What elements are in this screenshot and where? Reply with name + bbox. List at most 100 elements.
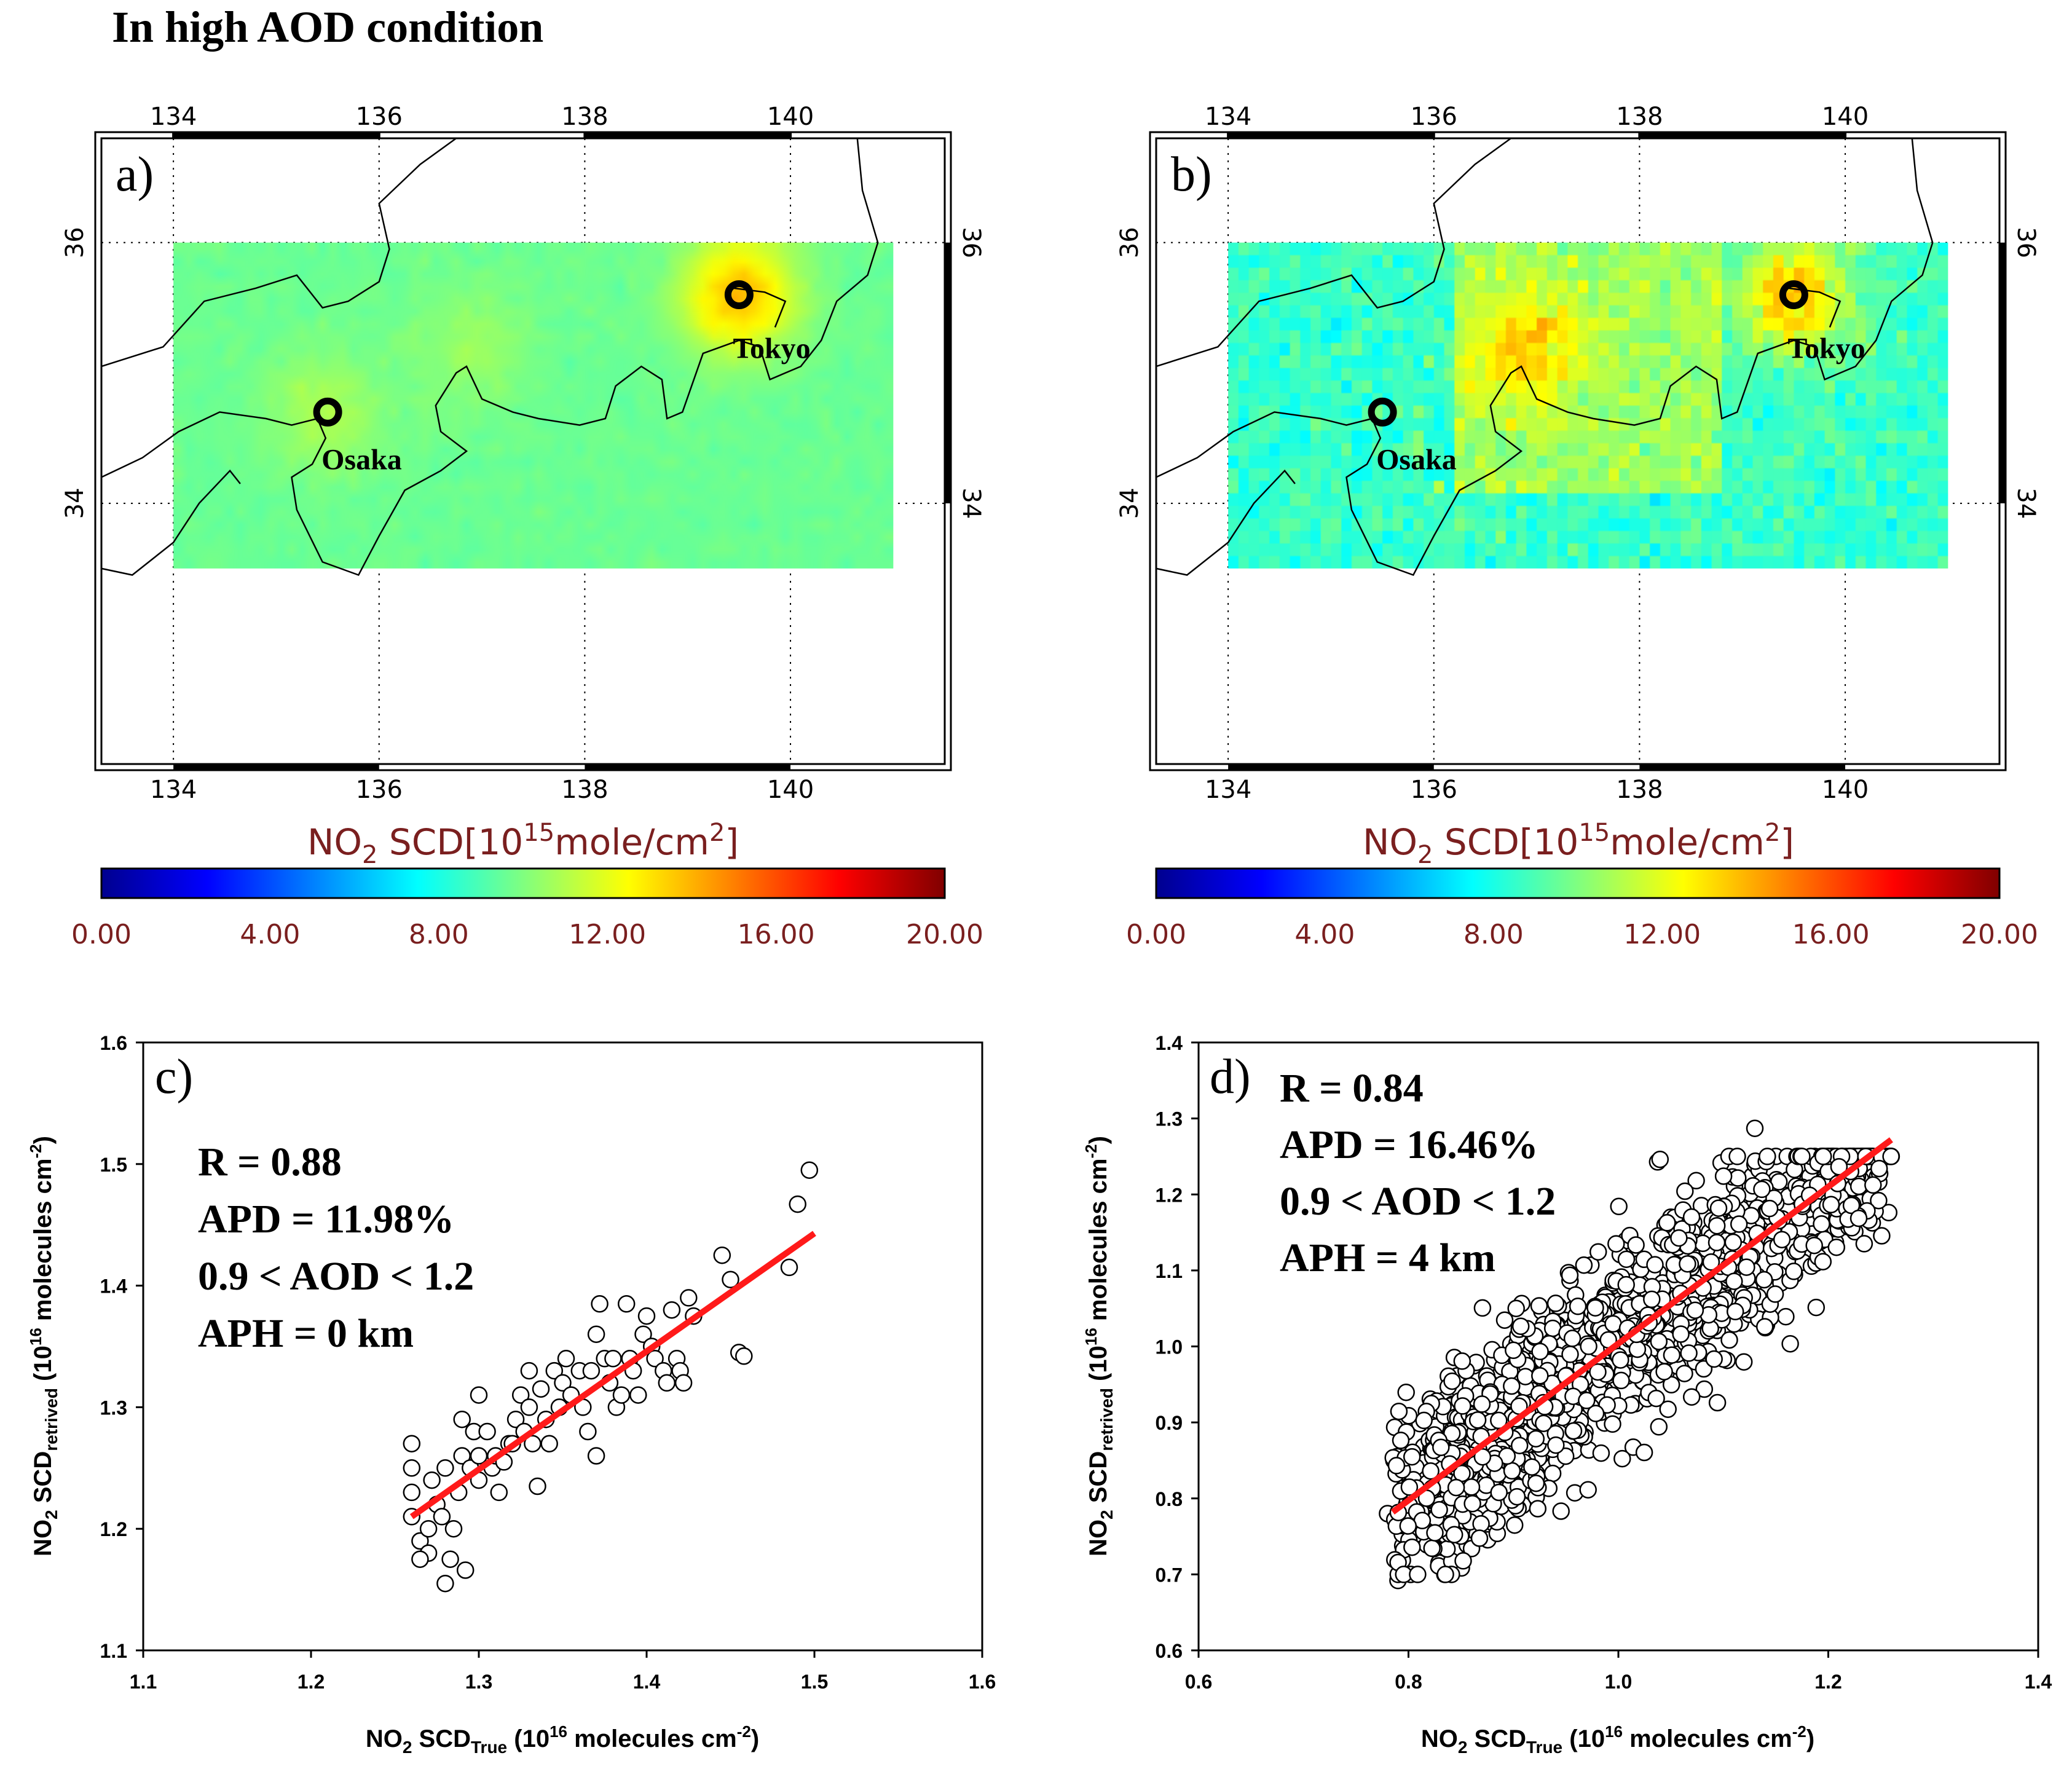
data-point xyxy=(1543,1319,1562,1338)
data-point xyxy=(1746,1119,1764,1137)
data-point xyxy=(557,1350,575,1368)
data-point xyxy=(1454,1397,1471,1415)
data-point xyxy=(1409,1566,1427,1583)
data-point xyxy=(1882,1148,1900,1165)
data-point xyxy=(1679,1255,1696,1273)
data-point xyxy=(1646,1256,1664,1274)
data-point xyxy=(1814,1253,1832,1271)
data-point xyxy=(411,1532,429,1550)
data-point xyxy=(1830,1157,1848,1176)
y-tick-label: 0.9 xyxy=(1156,1412,1183,1434)
data-point xyxy=(540,1435,558,1452)
data-point xyxy=(1454,1552,1472,1570)
scatter-panel-d: 0.6 0.8 1.0 1.2 1.4 0.6 0.7 0.8 0.9 1.0 1.1 1.2 1.3 1… xyxy=(1082,1032,2052,1757)
data-point xyxy=(1561,1346,1579,1363)
data-point xyxy=(545,1361,564,1380)
data-point xyxy=(1392,1432,1410,1449)
data-point xyxy=(1695,1380,1714,1398)
data-point xyxy=(411,1550,429,1568)
data-point xyxy=(1663,1346,1681,1364)
lat-tick-label-left: 36 xyxy=(61,227,89,258)
data-point xyxy=(1473,1448,1492,1466)
map-panel-b: 134 134 136 136 138 138 140 140 34 34 36 36 Osaka To… xyxy=(1116,103,2040,804)
border-segment xyxy=(945,242,951,503)
data-point xyxy=(1720,1331,1738,1349)
scatter-panel-c: 1.1 1.2 1.3 1.4 1.5 1.61.11.21.31.41.51.6 c) … xyxy=(26,1032,996,1757)
panel-label-d: d) xyxy=(1210,1050,1251,1104)
lon-tick-label-top: 134 xyxy=(1205,103,1251,131)
y-tick-label: 0.8 xyxy=(1156,1488,1183,1510)
data-point xyxy=(1473,1299,1492,1317)
data-point xyxy=(1628,1340,1647,1358)
data-point xyxy=(780,1258,798,1277)
data-point xyxy=(1470,1529,1489,1547)
data-point xyxy=(1569,1298,1587,1315)
data-point xyxy=(1423,1539,1441,1558)
lon-tick-label-top: 134 xyxy=(150,103,197,131)
data-point xyxy=(1589,1243,1607,1261)
data-point xyxy=(617,1295,636,1313)
border-segment xyxy=(173,132,379,138)
city-label-osaka: Osaka xyxy=(321,443,402,476)
data-point xyxy=(646,1350,664,1368)
map-a-no2-field xyxy=(173,242,894,569)
data-point xyxy=(444,1519,463,1538)
data-point xyxy=(1827,1238,1846,1256)
data-point xyxy=(1726,1302,1744,1321)
data-point xyxy=(1589,1363,1607,1381)
coastline-segment xyxy=(1156,137,1511,368)
data-point xyxy=(1793,1148,1811,1165)
data-point xyxy=(1855,1235,1873,1253)
data-point xyxy=(520,1361,538,1380)
coastline-segment xyxy=(1156,469,1296,576)
border-segment xyxy=(1639,764,1846,770)
colorbar-a-title: NO2 SCD[1015mole/cm2] xyxy=(307,819,739,869)
data-point xyxy=(1753,1180,1771,1199)
data-point xyxy=(403,1483,421,1502)
border-segment xyxy=(1228,132,1434,138)
lon-tick-label-bottom: 134 xyxy=(150,776,197,804)
data-point xyxy=(1759,1148,1776,1165)
data-point xyxy=(470,1447,488,1465)
colorbar-tick-label: 16.00 xyxy=(738,919,815,950)
data-point xyxy=(1490,1483,1508,1502)
colorbar-tick-label: 0.00 xyxy=(1126,919,1186,950)
data-point xyxy=(1604,1415,1621,1433)
data-point xyxy=(1436,1566,1454,1583)
data-point xyxy=(1738,1258,1755,1276)
x-tick-label: 0.6 xyxy=(1185,1671,1212,1693)
lon-tick-label-bottom: 136 xyxy=(1411,776,1457,804)
data-point xyxy=(1842,1196,1861,1215)
stat-d-apd: APD = 16.46% xyxy=(1280,1122,1538,1167)
data-point xyxy=(1432,1438,1450,1457)
data-point xyxy=(423,1471,441,1489)
data-point xyxy=(1510,1436,1529,1454)
panel-label-b: b) xyxy=(1171,148,1212,202)
data-point xyxy=(582,1361,601,1380)
data-point xyxy=(1714,1167,1733,1185)
data-point xyxy=(453,1447,471,1465)
coastline-segment xyxy=(1156,138,1934,577)
data-point xyxy=(436,1574,454,1593)
colorbar-b: NO2 SCD[1015mole/cm2] 0.00 4.00 8.00 12.00 1… xyxy=(1126,819,2038,950)
data-point xyxy=(490,1483,508,1502)
y-tick-label: 0.7 xyxy=(1156,1564,1183,1586)
data-point xyxy=(419,1519,438,1538)
data-point xyxy=(1547,1436,1565,1454)
data-point xyxy=(1849,1209,1868,1227)
scatter-d-xlabel: NO2 SCDTrue (1016 molecules cm-2) xyxy=(1421,1722,1814,1757)
data-point xyxy=(1403,1538,1421,1556)
lat-tick-label-right: 34 xyxy=(2012,487,2040,519)
data-point xyxy=(1702,1253,1720,1271)
data-point xyxy=(1516,1368,1534,1385)
data-point xyxy=(1531,1366,1549,1385)
data-point xyxy=(1680,1344,1698,1362)
data-point xyxy=(1617,1250,1636,1268)
data-point xyxy=(1400,1478,1419,1496)
data-point xyxy=(1686,1301,1704,1319)
data-point xyxy=(1511,1317,1530,1335)
lon-tick-label-top: 140 xyxy=(767,103,814,131)
data-point xyxy=(470,1386,488,1404)
colorbar-b-ramp xyxy=(1155,867,2001,899)
scatter-c-axes: 1.1 1.2 1.3 1.4 1.5 1.6 1.1 1.2 1.3 1.4 1.5 1.6 xyxy=(100,1032,996,1693)
